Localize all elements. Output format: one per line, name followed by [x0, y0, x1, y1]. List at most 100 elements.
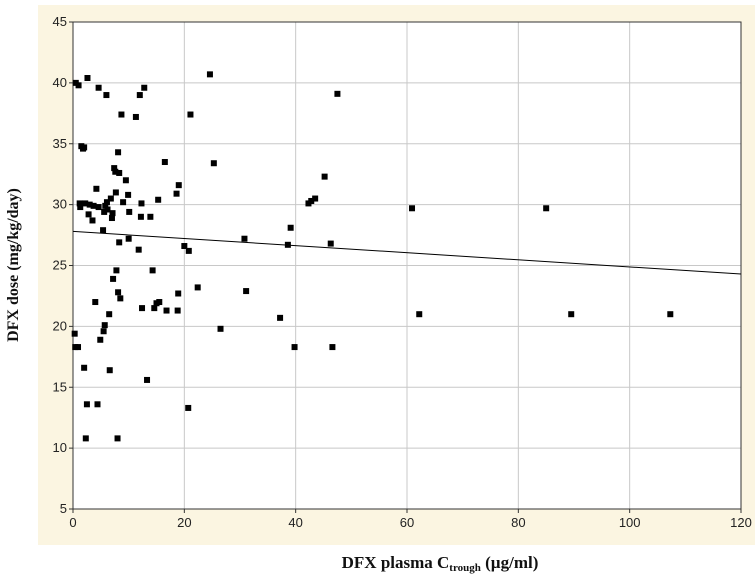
- data-point: [132, 113, 139, 120]
- data-point: [92, 299, 99, 306]
- x-tick-label: 80: [511, 515, 525, 530]
- data-point: [206, 71, 213, 78]
- data-point: [156, 299, 163, 306]
- data-point: [112, 168, 119, 175]
- y-tick-label: 15: [53, 379, 67, 394]
- data-point: [115, 289, 122, 296]
- data-point: [112, 189, 119, 196]
- data-point: [77, 204, 84, 211]
- x-axis-title: DFX plasma Ctrough (µg/ml): [190, 553, 690, 579]
- data-point: [334, 90, 341, 97]
- data-point: [312, 195, 319, 202]
- data-point: [118, 111, 125, 118]
- data-point: [175, 290, 182, 297]
- data-point: [137, 213, 144, 220]
- x-tick-label: 100: [619, 515, 641, 530]
- data-point: [93, 185, 100, 192]
- data-point: [104, 206, 111, 213]
- y-tick-label: 30: [53, 197, 67, 212]
- data-point: [102, 202, 109, 209]
- data-point: [163, 307, 170, 314]
- data-point: [287, 224, 294, 231]
- data-point: [327, 240, 334, 247]
- y-tick-label: 25: [53, 258, 67, 273]
- data-point: [144, 376, 151, 383]
- data-point: [116, 239, 123, 246]
- data-point: [122, 177, 129, 184]
- data-point: [155, 196, 162, 203]
- x-axis-title-main: DFX plasma C: [341, 553, 450, 572]
- data-point: [82, 435, 89, 442]
- data-point: [95, 84, 102, 91]
- x-tick-label: 120: [730, 515, 752, 530]
- data-point: [89, 217, 96, 224]
- data-point: [82, 200, 89, 207]
- data-point: [329, 344, 336, 351]
- data-point: [321, 173, 328, 180]
- data-point: [111, 165, 118, 172]
- data-point: [103, 199, 110, 206]
- x-axis-title-subscript: trough: [449, 562, 481, 574]
- data-point: [138, 200, 145, 207]
- y-tick-label: 40: [53, 75, 67, 90]
- data-point: [71, 330, 78, 337]
- x-axis-title-suffix: (µg/ml): [480, 553, 539, 572]
- data-point: [100, 328, 107, 335]
- data-point: [185, 404, 192, 411]
- data-point: [81, 364, 88, 371]
- data-point: [95, 204, 102, 211]
- data-point: [139, 305, 146, 312]
- data-point: [113, 267, 120, 274]
- data-point: [409, 205, 416, 212]
- x-tick-label: 0: [69, 515, 76, 530]
- data-point: [90, 202, 97, 209]
- data-point: [543, 205, 550, 212]
- data-point: [125, 235, 132, 242]
- data-point: [187, 111, 194, 118]
- data-point: [86, 201, 93, 208]
- data-point: [308, 197, 315, 204]
- data-point: [120, 199, 127, 206]
- data-point: [151, 305, 158, 312]
- data-point: [161, 159, 168, 166]
- data-point: [667, 311, 674, 318]
- data-point: [135, 246, 142, 253]
- data-point: [101, 322, 108, 329]
- data-point: [147, 213, 154, 220]
- data-point: [106, 311, 113, 318]
- data-point: [210, 160, 217, 167]
- data-point: [84, 75, 91, 82]
- data-point: [100, 227, 107, 234]
- data-point: [277, 314, 284, 321]
- data-point: [97, 336, 104, 343]
- data-point: [149, 267, 156, 274]
- y-tick-label: 35: [53, 136, 67, 151]
- data-point: [76, 200, 83, 207]
- data-point: [416, 311, 423, 318]
- y-tick-label: 20: [53, 318, 67, 333]
- data-point: [85, 211, 92, 218]
- data-point: [75, 82, 82, 89]
- data-point: [173, 190, 180, 197]
- data-point: [243, 288, 250, 295]
- y-axis-title: DFX dose (mg/kg/day): [5, 188, 22, 342]
- x-tick-label: 40: [288, 515, 302, 530]
- y-tick-label: 10: [53, 440, 67, 455]
- data-point: [194, 284, 201, 291]
- data-point: [141, 84, 148, 91]
- y-tick-label: 5: [60, 501, 67, 516]
- y-tick-label: 45: [53, 14, 67, 29]
- data-point: [116, 169, 123, 176]
- data-point: [291, 344, 298, 351]
- x-tick-label: 60: [400, 515, 414, 530]
- data-point: [174, 307, 181, 314]
- data-point: [217, 325, 224, 332]
- data-point: [106, 367, 113, 374]
- data-point: [75, 344, 82, 351]
- data-point: [117, 295, 124, 302]
- data-point: [94, 401, 101, 408]
- data-point: [125, 191, 132, 198]
- data-point: [241, 235, 248, 242]
